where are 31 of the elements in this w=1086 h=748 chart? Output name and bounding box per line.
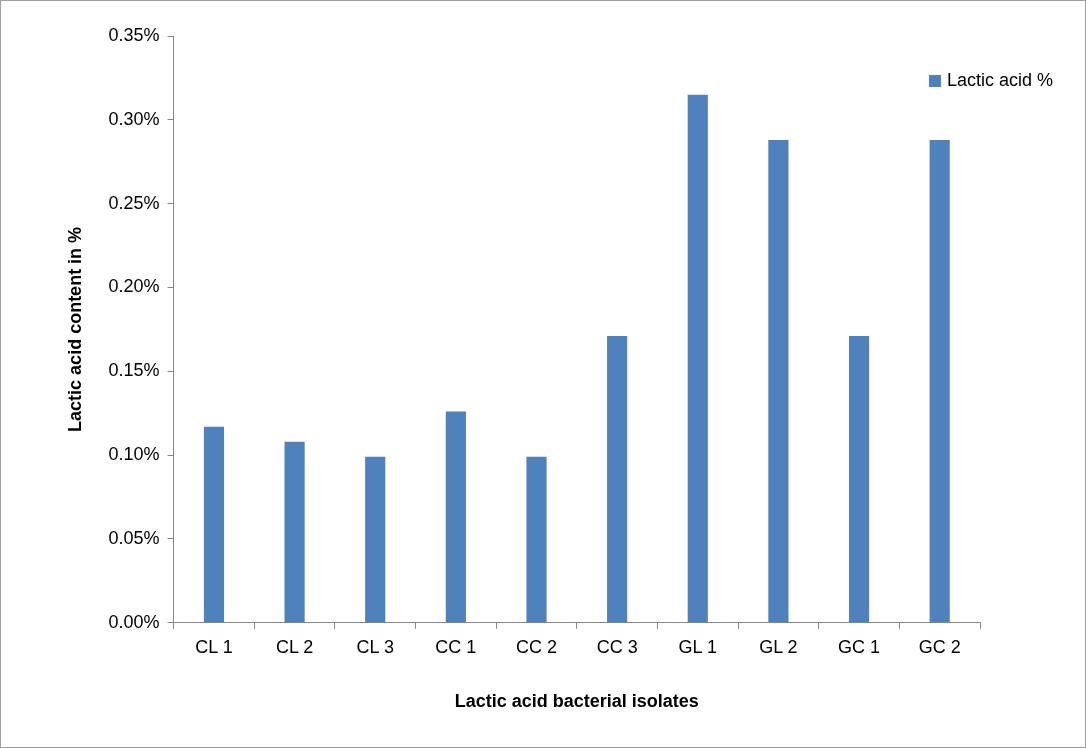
y-tick-label: 0.20% [108,276,160,297]
y-tick-label: 0.30% [108,108,160,129]
bar [365,456,386,623]
bar [768,139,789,623]
x-tick-label: CL 2 [275,636,314,657]
bar [848,336,870,623]
y-tick-label: 0.35% [108,24,160,45]
y-axis-title: Lactic acid content in % [64,226,85,432]
bar [607,336,628,623]
bar [284,441,305,623]
x-tick-label: GC 1 [838,636,881,657]
bar [203,426,225,623]
x-axis-title: Lactic acid bacterial isolates [454,691,699,712]
x-tick-label: CC 3 [596,636,638,657]
y-tick-label: 0.15% [108,360,160,381]
x-tick-label: GL 1 [678,636,717,657]
y-tick-label: 0.10% [108,444,160,465]
x-tick-label: GC 2 [918,636,961,657]
legend-label: Lactic acid % [946,69,1054,90]
x-tick-label: CL 1 [195,636,233,657]
y-tick-label: 0.00% [108,611,160,632]
x-tick-label: GL 2 [759,636,798,657]
y-tick-label: 0.05% [108,527,160,548]
bar [929,139,950,623]
bar [445,411,466,623]
bar [526,456,547,623]
x-tick-label: CL 3 [356,636,394,657]
x-tick-label: CC 1 [435,636,477,657]
bar [687,94,708,623]
y-tick-label: 0.25% [108,192,160,213]
x-tick-label: CC 2 [515,636,558,657]
